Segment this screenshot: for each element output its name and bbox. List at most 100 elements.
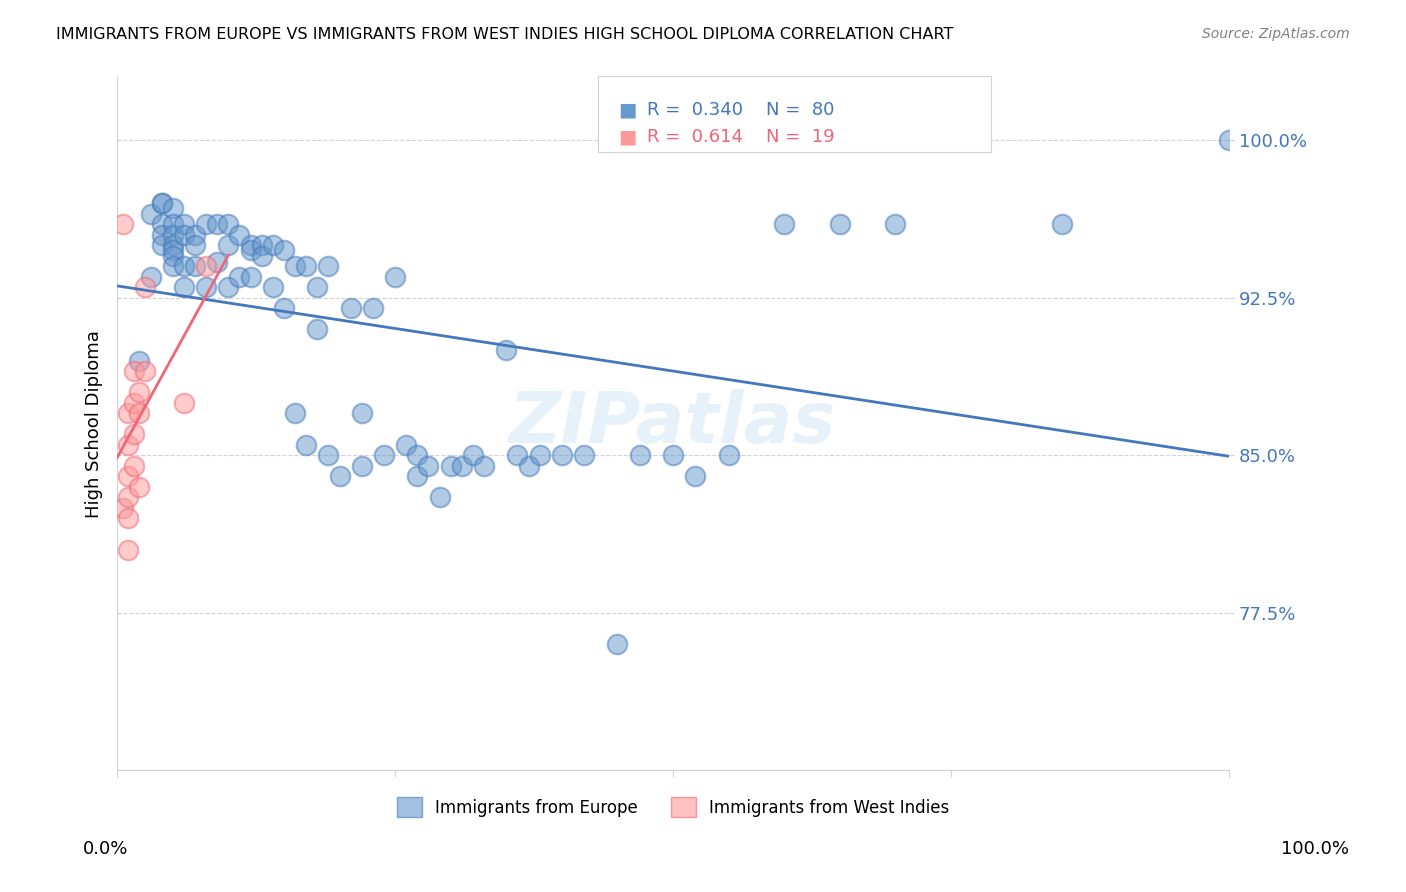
Point bbox=[162, 227, 184, 242]
Point bbox=[162, 260, 184, 274]
Point bbox=[418, 458, 440, 473]
Point bbox=[472, 458, 495, 473]
Y-axis label: High School Diploma: High School Diploma bbox=[86, 330, 103, 517]
Point bbox=[406, 448, 429, 462]
Point bbox=[195, 218, 218, 232]
Point bbox=[250, 238, 273, 252]
Point bbox=[551, 448, 574, 462]
Point bbox=[150, 227, 173, 242]
Point bbox=[318, 260, 340, 274]
Point bbox=[239, 269, 262, 284]
Point bbox=[162, 201, 184, 215]
Text: 0.0%: 0.0% bbox=[83, 840, 128, 858]
Point bbox=[307, 322, 329, 336]
Legend: Immigrants from Europe, Immigrants from West Indies: Immigrants from Europe, Immigrants from … bbox=[389, 790, 956, 824]
Point bbox=[217, 238, 239, 252]
Point bbox=[150, 196, 173, 211]
Point bbox=[134, 280, 156, 294]
Point bbox=[395, 438, 418, 452]
Point bbox=[122, 458, 145, 473]
Point bbox=[495, 343, 517, 358]
Point bbox=[122, 427, 145, 442]
Text: R =  0.614    N =  19: R = 0.614 N = 19 bbox=[647, 128, 834, 145]
Point bbox=[440, 458, 463, 473]
Point bbox=[1050, 218, 1073, 232]
Text: ■: ■ bbox=[619, 101, 637, 120]
Point bbox=[239, 238, 262, 252]
Point bbox=[350, 458, 373, 473]
Point bbox=[128, 406, 150, 420]
Point bbox=[173, 218, 195, 232]
Point bbox=[773, 218, 796, 232]
Point bbox=[122, 364, 145, 378]
Point bbox=[429, 490, 451, 504]
Point bbox=[228, 269, 250, 284]
Point bbox=[139, 207, 162, 221]
Point bbox=[150, 238, 173, 252]
Point bbox=[184, 227, 207, 242]
Point bbox=[117, 469, 139, 483]
Point bbox=[195, 280, 218, 294]
Point bbox=[184, 260, 207, 274]
Point bbox=[273, 243, 295, 257]
Point bbox=[128, 480, 150, 494]
Point bbox=[173, 227, 195, 242]
Point bbox=[406, 469, 429, 483]
Point bbox=[339, 301, 361, 316]
Point bbox=[361, 301, 384, 316]
Point bbox=[111, 218, 134, 232]
Point bbox=[529, 448, 551, 462]
Point bbox=[262, 280, 284, 294]
Text: ZIPatlas: ZIPatlas bbox=[509, 389, 837, 458]
Point bbox=[117, 490, 139, 504]
Point bbox=[606, 637, 628, 651]
Point bbox=[685, 469, 707, 483]
Point bbox=[318, 448, 340, 462]
Point bbox=[273, 301, 295, 316]
Point bbox=[262, 238, 284, 252]
Point bbox=[250, 249, 273, 263]
Point bbox=[717, 448, 740, 462]
Point bbox=[662, 448, 685, 462]
Point bbox=[117, 438, 139, 452]
Point bbox=[461, 448, 484, 462]
Text: ■: ■ bbox=[619, 128, 637, 146]
Point bbox=[239, 243, 262, 257]
Point bbox=[284, 406, 307, 420]
Point bbox=[150, 196, 173, 211]
Point bbox=[384, 269, 406, 284]
Point bbox=[134, 364, 156, 378]
Point bbox=[628, 448, 651, 462]
Point bbox=[506, 448, 529, 462]
Point bbox=[295, 438, 318, 452]
Text: R =  0.340    N =  80: R = 0.340 N = 80 bbox=[647, 101, 834, 119]
Point bbox=[139, 269, 162, 284]
Point bbox=[173, 260, 195, 274]
Point bbox=[328, 469, 350, 483]
Point bbox=[128, 385, 150, 400]
Point bbox=[173, 280, 195, 294]
Point bbox=[111, 500, 134, 515]
Point bbox=[162, 218, 184, 232]
Point bbox=[162, 238, 184, 252]
Point bbox=[373, 448, 395, 462]
Point bbox=[217, 218, 239, 232]
Point bbox=[173, 395, 195, 409]
Text: Source: ZipAtlas.com: Source: ZipAtlas.com bbox=[1202, 27, 1350, 41]
Point bbox=[150, 218, 173, 232]
Point bbox=[1218, 133, 1240, 147]
Point bbox=[117, 542, 139, 557]
Point bbox=[284, 260, 307, 274]
Point bbox=[884, 218, 907, 232]
Point bbox=[207, 218, 229, 232]
Point bbox=[195, 260, 218, 274]
Point bbox=[228, 227, 250, 242]
Point bbox=[295, 260, 318, 274]
Text: IMMIGRANTS FROM EUROPE VS IMMIGRANTS FROM WEST INDIES HIGH SCHOOL DIPLOMA CORREL: IMMIGRANTS FROM EUROPE VS IMMIGRANTS FRO… bbox=[56, 27, 953, 42]
Point bbox=[572, 448, 595, 462]
Point bbox=[122, 395, 145, 409]
Point bbox=[117, 406, 139, 420]
Point bbox=[162, 243, 184, 257]
Point bbox=[307, 280, 329, 294]
Point bbox=[184, 238, 207, 252]
